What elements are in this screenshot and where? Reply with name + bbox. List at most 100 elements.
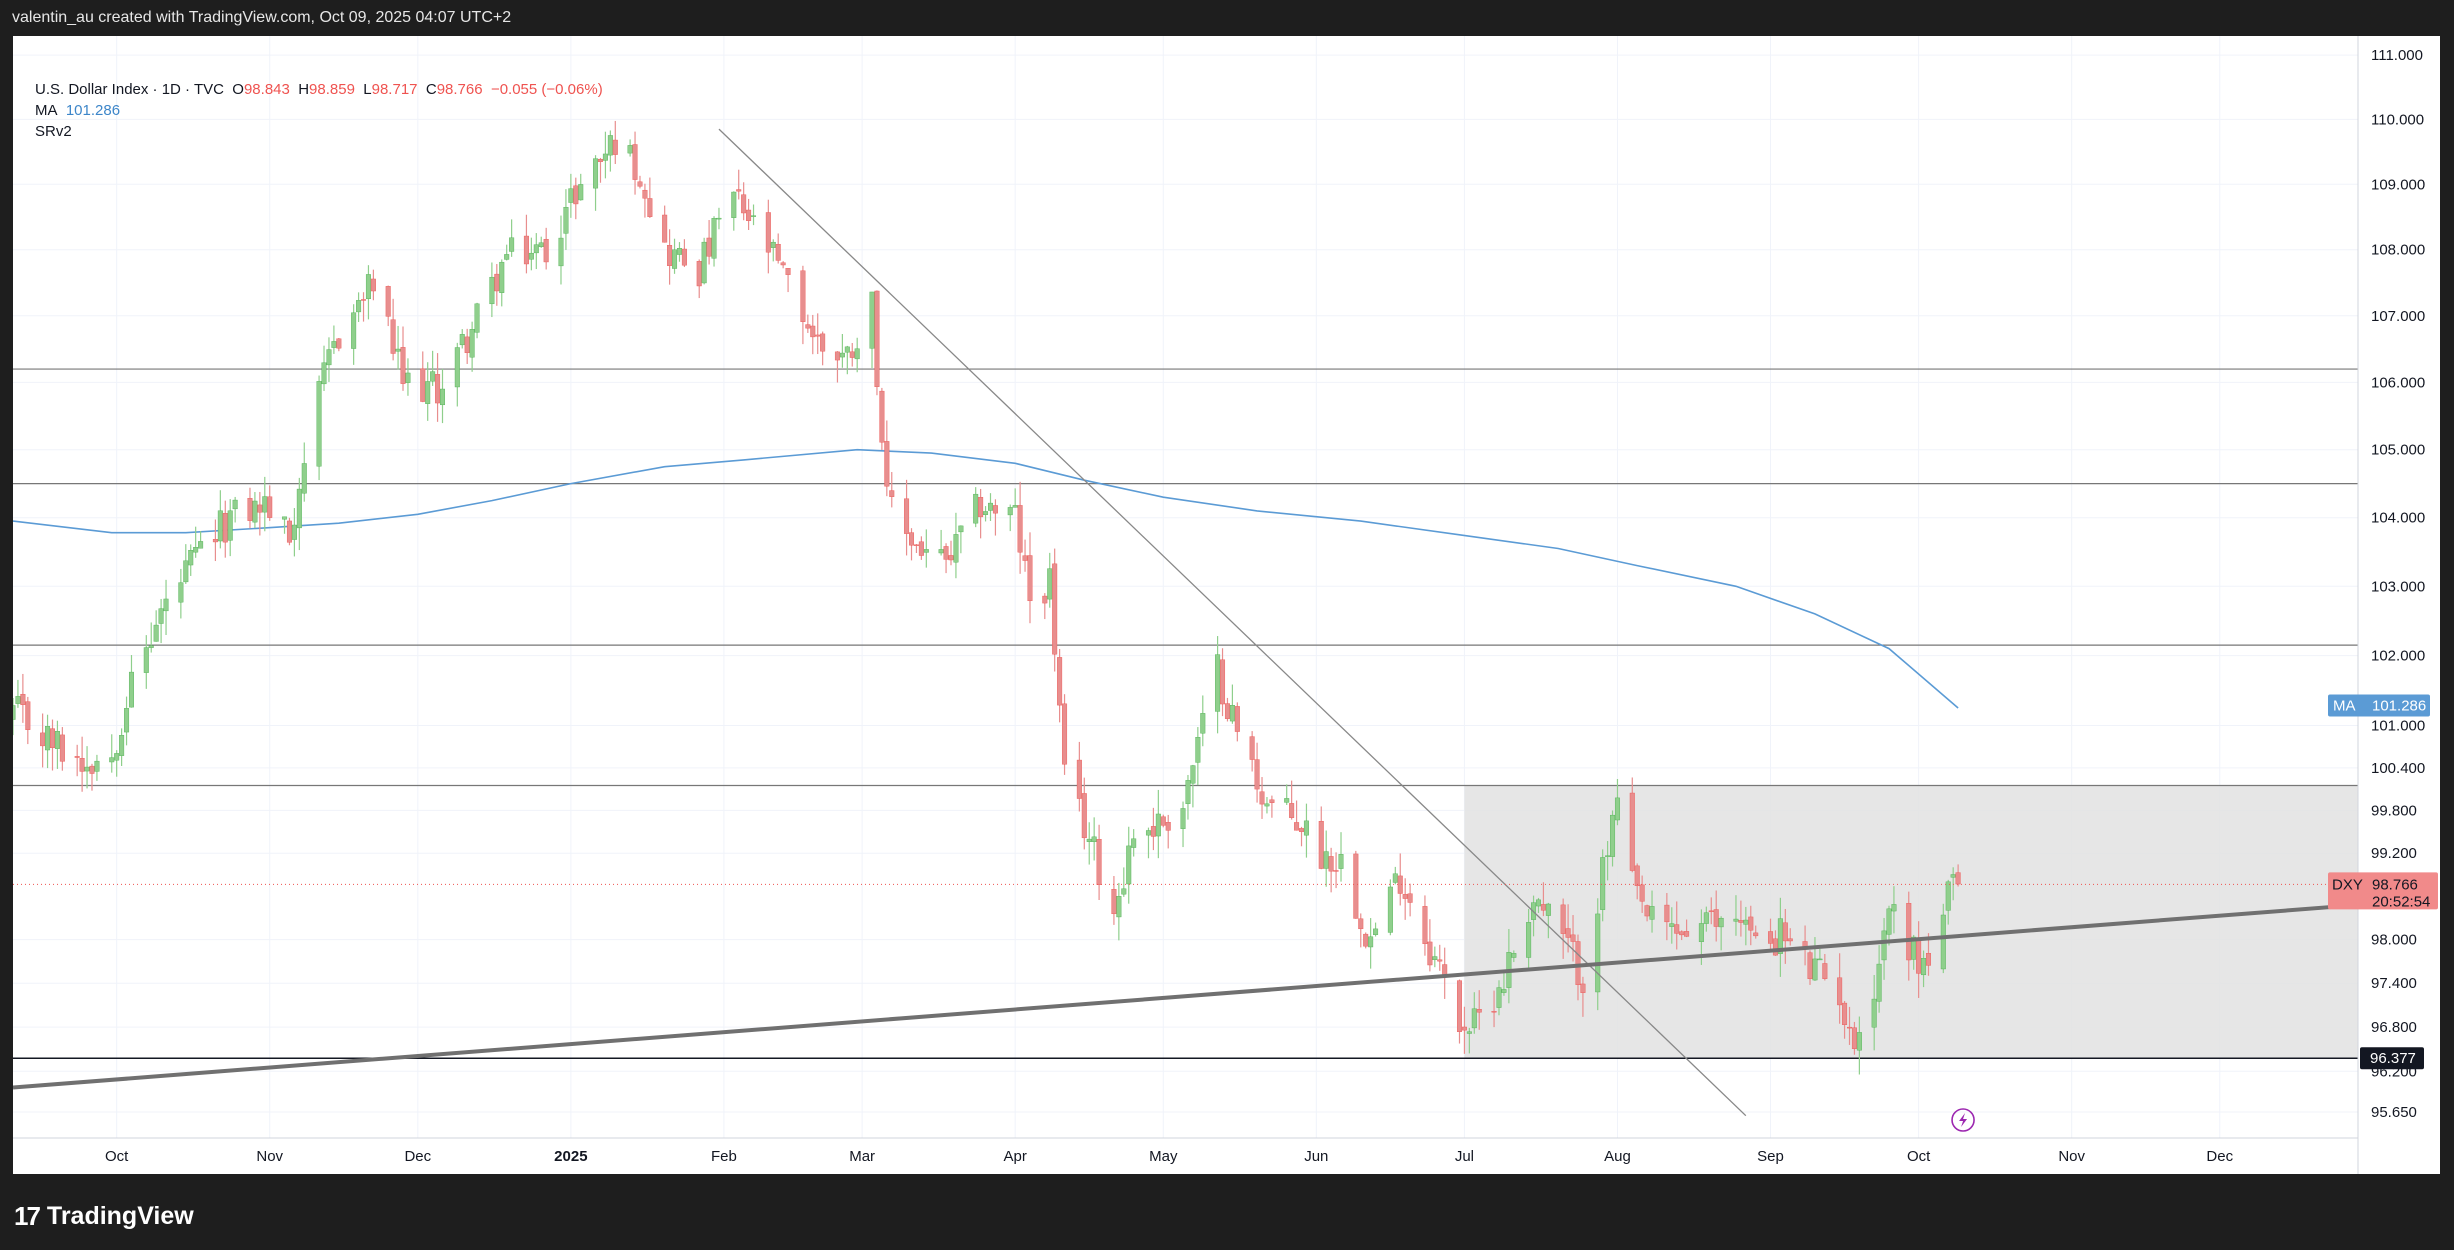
candle-39[interactable] (282, 516, 288, 520)
candle-246[interactable] (1708, 910, 1714, 913)
candle-6[interactable] (49, 728, 55, 749)
candle-172[interactable] (1195, 737, 1201, 763)
candle-187[interactable] (1299, 828, 1305, 832)
candle-134[interactable] (938, 549, 944, 554)
candle-83[interactable] (578, 184, 584, 201)
candle-273[interactable] (1891, 904, 1897, 912)
candle-0[interactable] (13, 705, 16, 720)
candle-241[interactable] (1674, 924, 1680, 934)
candle-235[interactable] (1634, 865, 1640, 886)
candle-5[interactable] (45, 726, 51, 751)
candle-170[interactable] (1185, 780, 1191, 804)
candle-25[interactable] (183, 560, 189, 583)
candle-117[interactable] (815, 334, 821, 337)
candle-9[interactable] (74, 756, 80, 758)
candle-135[interactable] (943, 546, 949, 560)
candle-212[interactable] (1471, 1008, 1477, 1029)
candle-275[interactable] (1911, 936, 1917, 960)
candle-174[interactable] (1215, 654, 1221, 712)
candle-267[interactable] (1851, 1027, 1857, 1049)
candle-156[interactable] (1086, 838, 1092, 842)
candle-52[interactable] (365, 274, 371, 300)
candle-40[interactable] (286, 520, 292, 543)
candle-102[interactable] (711, 218, 717, 259)
candle-151[interactable] (1052, 563, 1058, 655)
candle-20[interactable] (148, 645, 154, 648)
candle-279[interactable] (1940, 914, 1946, 970)
candle-272[interactable] (1886, 908, 1892, 935)
candle-13[interactable] (94, 760, 100, 772)
candle-202[interactable] (1402, 894, 1408, 899)
candle-21[interactable] (153, 624, 159, 642)
candle-31[interactable] (222, 513, 228, 543)
candle-143[interactable] (992, 505, 998, 514)
candle-210[interactable] (1461, 1026, 1467, 1031)
candle-242[interactable] (1679, 931, 1685, 936)
candle-149[interactable] (1042, 595, 1048, 604)
candle-163[interactable] (1131, 838, 1137, 848)
candle-3[interactable] (25, 701, 31, 730)
candle-11[interactable] (84, 766, 90, 772)
candle-105[interactable] (736, 189, 742, 192)
candle-15[interactable] (114, 753, 120, 761)
candle-146[interactable] (1017, 505, 1023, 553)
candle-125[interactable] (874, 290, 880, 387)
candle-123[interactable] (854, 348, 860, 360)
candle-19[interactable] (143, 647, 149, 673)
candle-28[interactable] (198, 541, 204, 549)
candle-158[interactable] (1096, 839, 1102, 885)
candle-153[interactable] (1062, 703, 1068, 765)
candle-277[interactable] (1921, 958, 1927, 976)
candle-250[interactable] (1738, 920, 1744, 923)
candle-60[interactable] (425, 381, 431, 404)
candle-226[interactable] (1570, 934, 1576, 942)
candle-78[interactable] (543, 238, 549, 263)
candle-73[interactable] (509, 237, 515, 252)
candle-64[interactable] (454, 347, 460, 388)
candle-280[interactable] (1945, 881, 1951, 911)
ma-line[interactable] (13, 448, 1959, 709)
candle-258[interactable] (1787, 938, 1793, 942)
candle-274[interactable] (1906, 903, 1912, 961)
candle-126[interactable] (879, 390, 885, 443)
candle-30[interactable] (217, 510, 223, 542)
legend-symbol[interactable]: U.S. Dollar Index · 1D · TVC (35, 81, 224, 98)
candle-233[interactable] (1614, 797, 1620, 821)
candle-238[interactable] (1649, 906, 1655, 920)
ma-price-tag[interactable] (2328, 694, 2430, 717)
candle-70[interactable] (494, 273, 500, 292)
candle-173[interactable] (1200, 713, 1206, 734)
candle-166[interactable] (1155, 813, 1161, 837)
candle-218[interactable] (1511, 953, 1517, 958)
candle-95[interactable] (667, 245, 673, 266)
candle-43[interactable] (301, 463, 307, 494)
candle-219[interactable] (1526, 922, 1532, 958)
candle-92[interactable] (642, 189, 648, 199)
candle-34[interactable] (247, 498, 253, 521)
candle-138[interactable] (958, 525, 964, 533)
candle-49[interactable] (351, 312, 357, 349)
candle-214[interactable] (1491, 1010, 1497, 1013)
candle-261[interactable] (1812, 958, 1818, 981)
candle-188[interactable] (1303, 820, 1309, 836)
candle-244[interactable] (1698, 923, 1704, 942)
candle-251[interactable] (1743, 919, 1749, 925)
candle-47[interactable] (331, 341, 337, 348)
candle-76[interactable] (533, 244, 539, 254)
candle-8[interactable] (59, 734, 65, 762)
candle-2[interactable] (20, 693, 26, 705)
candle-98[interactable] (681, 248, 687, 266)
candle-215[interactable] (1496, 987, 1502, 1008)
candle-23[interactable] (163, 598, 169, 612)
candle-148[interactable] (1027, 555, 1033, 602)
candle-69[interactable] (489, 276, 495, 305)
candle-193[interactable] (1338, 854, 1344, 869)
candle-205[interactable] (1427, 941, 1433, 966)
candle-183[interactable] (1269, 799, 1275, 803)
candle-204[interactable] (1422, 906, 1428, 944)
candle-12[interactable] (89, 765, 95, 774)
candle-121[interactable] (844, 346, 850, 353)
candle-197[interactable] (1368, 936, 1374, 948)
chart-frame[interactable]: 111.000 110.000 109.000 108.000 107.000 106.0… (13, 36, 2440, 1174)
candle-282[interactable] (1955, 872, 1961, 885)
